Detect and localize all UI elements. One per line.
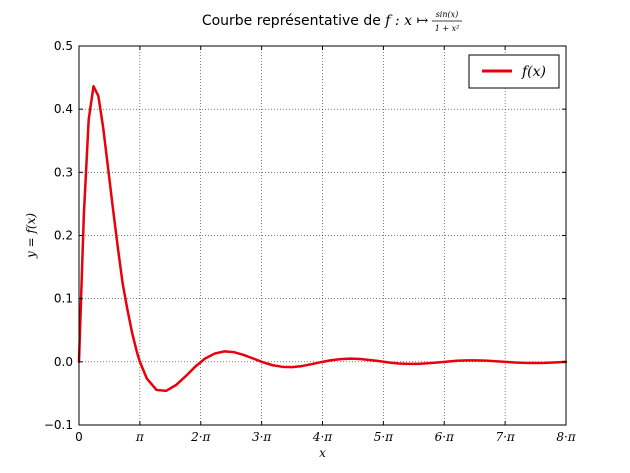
series-line-f [77, 84, 568, 393]
y-tick-label: 0.5 [54, 39, 73, 53]
x-tick-label: 3·π [252, 430, 272, 444]
x-tick-label: 7·π [495, 430, 515, 444]
x-tick-label: 4·π [312, 430, 333, 444]
legend-label: f(x) [521, 64, 546, 80]
y-tick-label: 0.3 [54, 165, 73, 179]
ticks: 0 π 2·π 3·π 4·π 5·π 6·π 7·π 8·π −0.1 0.0 0.1 0.2 0.3 0… [44, 39, 577, 444]
x-tick-label: 8·π [556, 430, 576, 444]
x-axis-label: x [319, 446, 326, 460]
chart-title: Courbe représentative de f : x ↦ [202, 13, 429, 29]
x-tick-label: 6·π [435, 430, 455, 444]
x-tick-label: π [135, 430, 145, 444]
y-tick-label: 0.2 [54, 229, 73, 243]
y-axis-label: y = f(x) [24, 213, 38, 259]
y-tick-label: −0.1 [44, 418, 73, 432]
curve-layer [77, 84, 568, 393]
chart-title-function: f : x ↦ [384, 13, 428, 29]
y-tick-label: 0.1 [54, 292, 73, 306]
grid [79, 46, 566, 425]
y-tick-label: 0.0 [54, 355, 73, 369]
x-tick-label: 0 [75, 430, 83, 444]
x-tick-label: 2·π [190, 430, 211, 444]
chart-title-prefix: Courbe représentative de [202, 13, 385, 29]
y-tick-label: 0.4 [54, 102, 73, 116]
chart-title-numerator: sin(x) [436, 10, 459, 19]
legend: f(x) [468, 54, 560, 89]
x-tick-label: 5·π [374, 430, 394, 444]
chart-title-denominator: 1 + x² [435, 24, 460, 33]
